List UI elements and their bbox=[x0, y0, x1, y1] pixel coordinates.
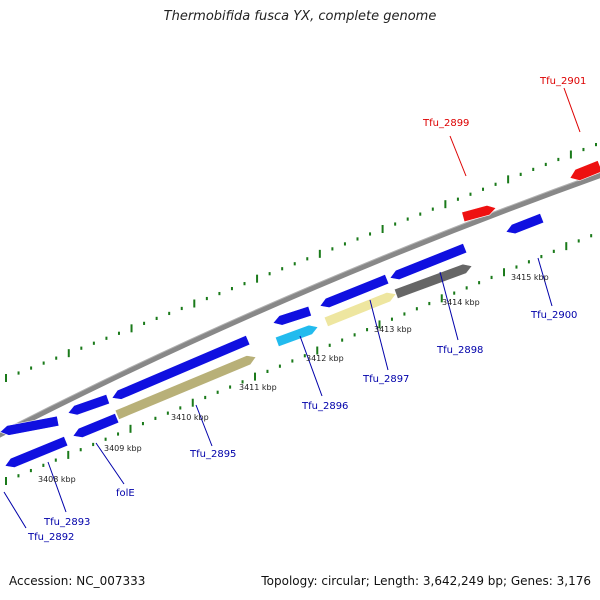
topology-label: Topology: circular; Length: 3,642,249 bp… bbox=[261, 574, 591, 588]
tick-marks bbox=[5, 142, 598, 485]
kbp-label: 3410 kbp bbox=[171, 413, 209, 422]
gene-label: Tfu_2898 bbox=[436, 345, 483, 356]
gene-label: Tfu_2897 bbox=[362, 374, 409, 385]
gene-label: Tfu_2896 bbox=[301, 401, 348, 412]
kbp-label: 3409 kbp bbox=[104, 444, 142, 453]
gene-arrow-folE-upper bbox=[67, 393, 111, 416]
kbp-labels: 3408 kbp 3409 kbp 3410 kbp 3411 kbp 3412 kbp… bbox=[38, 273, 549, 484]
leader-line bbox=[195, 404, 213, 447]
gene-features bbox=[0, 160, 600, 468]
leader-line bbox=[47, 461, 67, 513]
gene-arrow-tfu-2895-rna bbox=[114, 355, 257, 421]
gene-arrow-tfu-2896 bbox=[274, 324, 319, 348]
gene-label: Tfu_2901 bbox=[539, 76, 586, 87]
map-title: Thermobifida fusca YX, complete genome bbox=[163, 9, 437, 24]
gene-arrow-tfu-2892a bbox=[0, 415, 60, 436]
gene-label: Tfu_2895 bbox=[189, 449, 236, 460]
gene-arrow-tfu-2893 bbox=[4, 435, 69, 468]
kbp-label: 3411 kbp bbox=[239, 383, 277, 392]
gene-arrow-tfu-2897 bbox=[323, 292, 397, 328]
leader-line bbox=[299, 335, 323, 397]
gene-label: folE bbox=[116, 488, 135, 499]
gene-arrow-folE bbox=[72, 412, 120, 438]
gene-label: Tfu_2892 bbox=[27, 532, 74, 543]
leader-line bbox=[537, 257, 553, 307]
leader-line bbox=[563, 87, 581, 133]
gene-label: Tfu_2899 bbox=[422, 118, 469, 129]
kbp-label: 3412 kbp bbox=[306, 354, 344, 363]
accession-label: Accession: NC_007333 bbox=[9, 574, 146, 588]
gene-arrow-tfu-2896-upper bbox=[272, 305, 312, 326]
gene-arrow-tfu-2897-upper bbox=[319, 273, 390, 308]
gene-arrow-tfu-2900 bbox=[505, 212, 545, 235]
gene-arrow-tfu-2899 bbox=[461, 204, 497, 223]
leader-line bbox=[3, 491, 27, 529]
gene-label: Tfu_2893 bbox=[43, 517, 90, 528]
gene-arrow-tfu-2898-upper bbox=[389, 242, 468, 280]
gene-arrow-tfu-2895 bbox=[111, 335, 251, 400]
leader-line bbox=[95, 442, 125, 485]
genome-backbone bbox=[0, 172, 600, 438]
kbp-label: 3413 kbp bbox=[374, 325, 412, 334]
leader-line bbox=[439, 271, 459, 341]
leader-line bbox=[369, 299, 389, 371]
kbp-label: 3415 kbp bbox=[511, 273, 549, 282]
kbp-label: 3414 kbp bbox=[442, 298, 480, 307]
gene-labels: Tfu_2892 Tfu_2893 folE Tfu_2895 Tfu_2896 Tfu_… bbox=[27, 76, 586, 543]
gene-label: Tfu_2900 bbox=[530, 310, 577, 321]
gene-arrow-tfu-2898 bbox=[393, 263, 473, 300]
kbp-label: 3408 kbp bbox=[38, 475, 76, 484]
leader-line bbox=[449, 135, 467, 177]
gene-arrow-tfu-2901 bbox=[569, 160, 600, 181]
label-leaders bbox=[3, 87, 581, 529]
